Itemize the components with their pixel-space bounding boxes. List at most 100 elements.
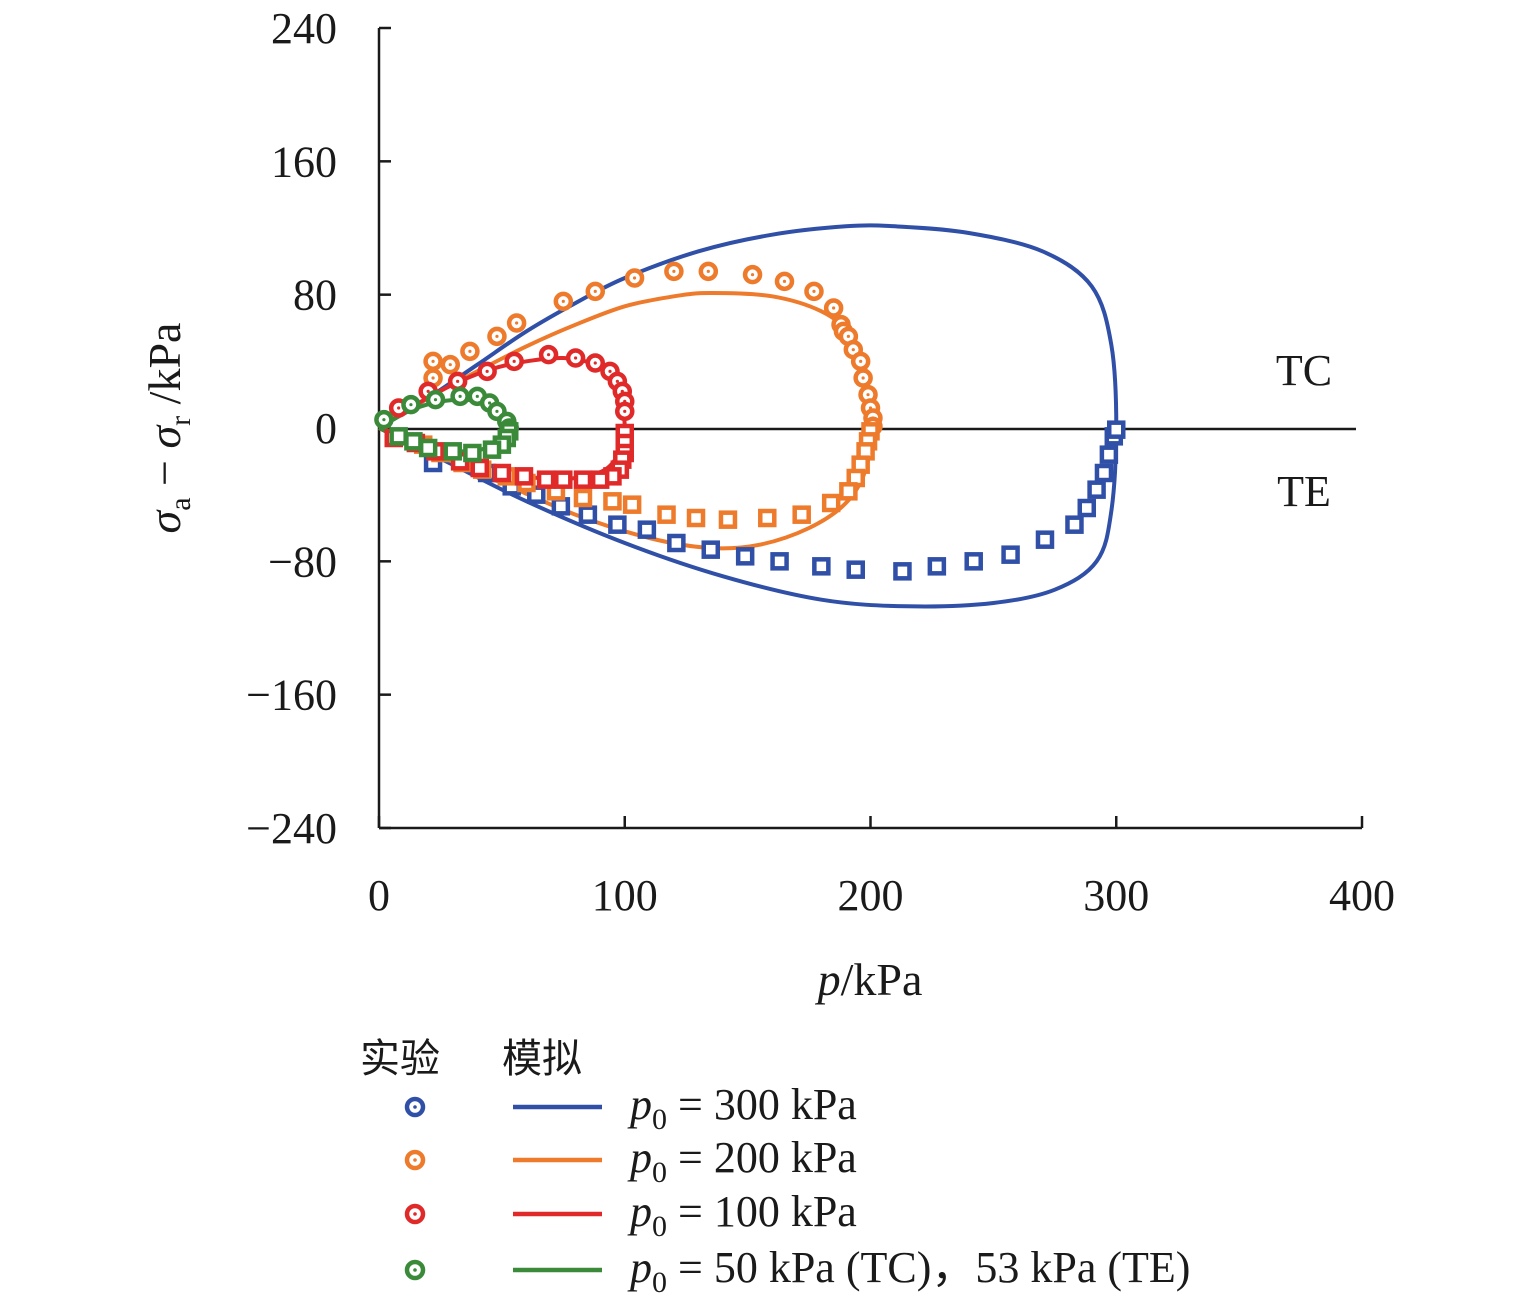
experiment-point-te — [608, 515, 627, 534]
experiment-point-tc — [447, 371, 468, 392]
experiment-point-tc — [506, 313, 527, 333]
y-tick-label: 80 — [293, 271, 337, 320]
experiment-point-te — [1035, 530, 1055, 549]
experiment-point-te — [846, 560, 866, 579]
experiment-point-tc — [538, 344, 559, 365]
experiment-point-tc — [425, 389, 446, 410]
simulation-curve-p0-300 — [377, 223, 1119, 609]
experiment-point-tc — [585, 281, 606, 302]
legend-marker — [404, 1259, 426, 1281]
experiment-point-te — [590, 470, 610, 489]
experiment-point-te — [603, 492, 622, 511]
x-axis-title: p/kPa — [815, 954, 923, 1005]
experiment-point-te — [1107, 420, 1126, 439]
experiment-point-tc — [460, 341, 480, 362]
experiment-point-tc — [615, 401, 635, 422]
experiment-point-te — [657, 505, 676, 524]
experiment-point-tc — [487, 326, 507, 347]
y-axis-title: σa − σr /kPa — [139, 323, 197, 534]
experiment-point-te — [718, 510, 738, 529]
legend-entry-p0-50: p0 = 50 kPa (TC)，53 kPa (TE) — [627, 1243, 1190, 1299]
y-tick-label: −240 — [246, 804, 337, 853]
x-tick-label: 400 — [1329, 871, 1395, 920]
x-tick-label: 300 — [1083, 871, 1149, 920]
legend-swatches — [404, 1096, 602, 1281]
experiment-point-te — [893, 562, 912, 581]
y-tick-labels: 240 160 80 0 −80 −160 −240 — [246, 4, 337, 853]
experiment-point-tc — [698, 261, 719, 282]
experiment-point-tc — [565, 348, 586, 368]
legend-label: p0 = 300 kPa — [627, 1080, 857, 1136]
experiment-point-te — [839, 482, 858, 501]
experiment-point-tc — [374, 409, 394, 430]
experiment-point-te — [686, 508, 706, 528]
legend-label: p0 = 100 kPa — [627, 1187, 857, 1243]
experiment-point-tc — [440, 354, 461, 375]
legend-header-experiment: 实验 — [360, 1036, 440, 1082]
x-tick-label: 200 — [838, 871, 904, 920]
y-tick-label: −160 — [246, 671, 337, 720]
x-tick-labels: 0 100 200 300 400 — [368, 871, 1395, 920]
experiment-point-tc — [624, 268, 645, 288]
experiment-point-te — [1099, 445, 1119, 464]
experiment-point-tc — [664, 261, 684, 282]
experiment-point-te — [404, 432, 423, 451]
experiment-point-te — [1065, 515, 1084, 534]
experiment-point-tc — [423, 351, 443, 372]
experiment-markers — [374, 261, 1126, 581]
x-tick-label: 0 — [368, 871, 390, 920]
experiment-point-te — [701, 540, 721, 559]
legend-marker — [404, 1096, 426, 1118]
experiment-point-tc — [585, 353, 606, 373]
experiment-point-tc — [823, 298, 844, 318]
experiment-point-tc — [804, 281, 824, 302]
experiment-point-te — [463, 443, 482, 463]
legend-header-simulation: 模拟 — [502, 1036, 582, 1082]
experiment-point-te — [735, 547, 755, 566]
experiment-point-te — [470, 458, 490, 478]
y-tick-label: −80 — [268, 537, 337, 586]
experiment-point-te — [667, 533, 686, 553]
experiment-point-te — [758, 508, 777, 528]
y-tick-label: 0 — [315, 404, 337, 453]
experiment-point-te — [389, 427, 408, 446]
experiment-point-te — [792, 505, 811, 524]
experiment-point-te — [964, 552, 983, 571]
experiment-point-te — [770, 552, 789, 571]
experiment-point-te — [1094, 463, 1114, 483]
legend: 实验 模拟 p0 = 300 kPa p0 = 200 kPa p0 = 100… — [360, 1036, 1190, 1299]
experiment-point-tc — [401, 394, 421, 415]
experiment-point-te — [637, 520, 657, 539]
experiment-point-te — [927, 557, 947, 576]
experiment-point-te — [514, 467, 534, 486]
experiment-point-te — [821, 493, 841, 513]
legend-entry-p0-300: p0 = 300 kPa — [627, 1080, 857, 1136]
experiment-point-te — [536, 470, 556, 489]
experiment-point-te — [492, 463, 512, 483]
x-tick-label: 100 — [592, 871, 658, 920]
experiment-point-te — [573, 488, 593, 508]
experiment-point-te — [622, 495, 642, 514]
experiment-point-tc — [450, 386, 470, 407]
experiment-point-tc — [774, 271, 795, 292]
experiment-point-te — [578, 505, 598, 524]
experiment-point-te — [1001, 545, 1020, 564]
region-label-tc: TC — [1276, 346, 1332, 395]
experiment-point-tc — [504, 351, 524, 372]
experiment-point-te — [551, 497, 571, 516]
experiment-point-te — [573, 470, 593, 489]
y-tick-label: 160 — [271, 137, 337, 186]
experiment-point-te — [1077, 498, 1097, 518]
legend-entry-p0-200: p0 = 200 kPa — [627, 1133, 857, 1189]
legend-entry-p0-100: p0 = 100 kPa — [627, 1187, 857, 1243]
experiment-point-te — [1087, 480, 1106, 499]
region-label-te: TE — [1277, 467, 1331, 516]
legend-label: p0 = 200 kPa — [627, 1133, 857, 1189]
experiment-point-te — [443, 442, 462, 461]
legend-rows: p0 = 300 kPa p0 = 200 kPa p0 = 100 kPa p… — [627, 1080, 1190, 1299]
experiment-point-te — [482, 440, 502, 459]
experiment-point-tc — [853, 368, 873, 388]
experiment-point-te — [812, 557, 831, 576]
legend-marker — [404, 1149, 426, 1171]
